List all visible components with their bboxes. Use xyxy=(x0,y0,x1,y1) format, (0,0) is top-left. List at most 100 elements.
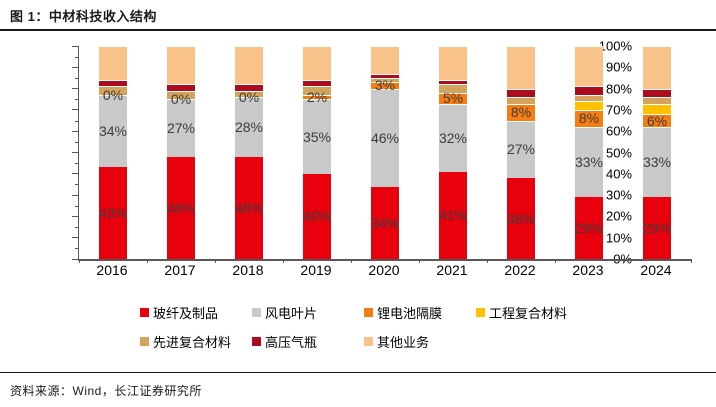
data-label-风电叶片: 32% xyxy=(438,129,468,146)
bar-segment-玻纤及制品 xyxy=(507,178,535,259)
y-axis-minor-tick xyxy=(75,77,78,79)
y-axis-label: 30% xyxy=(605,187,632,203)
bar-2018: 48% 28% 0% xyxy=(215,46,283,259)
data-label-风电叶片: 28% xyxy=(234,118,264,135)
bar-2016: 43% 34% 0% xyxy=(79,46,147,259)
data-label-锂电池隔膜: 0% xyxy=(170,91,192,108)
legend: 玻纤及制品 风电叶片 锂电池隔膜 工程复合材料先进复合材料 高压气瓶 其他业务 xyxy=(140,303,588,351)
legend-swatch-icon xyxy=(476,308,485,317)
x-axis-tick xyxy=(79,259,80,263)
x-axis-tick xyxy=(691,259,692,263)
y-axis-tick xyxy=(72,215,78,217)
bar-segment-玻纤及制品 xyxy=(235,156,263,259)
data-label-锂电池隔膜: 5% xyxy=(442,90,464,107)
bar-segment-其他业务 xyxy=(507,46,535,89)
data-label-玻纤及制品: 48% xyxy=(234,199,264,216)
y-axis-label: 50% xyxy=(605,145,632,160)
y-axis-tick xyxy=(72,130,78,132)
x-axis-tick xyxy=(215,259,216,263)
data-label-风电叶片: 35% xyxy=(302,128,332,145)
bar-segment-先进复合材料 xyxy=(575,95,603,102)
y-axis-minor-tick xyxy=(75,184,78,186)
data-label-锂电池隔膜: 0% xyxy=(102,87,124,103)
y-axis-minor-tick xyxy=(75,120,78,122)
bar-2020: 34% 46% 3% xyxy=(351,46,419,259)
legend-label: 工程复合材料 xyxy=(489,306,568,321)
x-axis-label-2019: 2019 xyxy=(300,262,332,278)
bar-segment-玻纤及制品 xyxy=(439,171,467,259)
y-axis-label: 20% xyxy=(605,208,632,224)
legend-item-锂电池隔膜: 锂电池隔膜 xyxy=(364,303,476,322)
legend-swatch-icon xyxy=(252,337,261,346)
data-label-玻纤及制品: 34% xyxy=(370,214,400,231)
bar-segment-先进复合材料 xyxy=(507,97,535,104)
x-axis-label-2017: 2017 xyxy=(164,262,196,278)
bar-segment-工程复合材料 xyxy=(643,103,671,115)
data-label-风电叶片: 27% xyxy=(166,120,196,137)
bar-segment-其他业务 xyxy=(643,46,671,89)
bar-2022: 38% 27% 8% xyxy=(487,46,555,259)
x-axis-tick xyxy=(147,259,148,263)
x-axis-tick xyxy=(419,259,420,263)
x-axis-label-2024: 2024 xyxy=(640,262,672,278)
legend-item-玻纤及制品: 玻纤及制品 xyxy=(140,303,252,322)
bar-segment-先进复合材料 xyxy=(235,90,263,98)
bar-segment-风电叶片 xyxy=(235,97,263,157)
data-label-风电叶片: 33% xyxy=(574,154,604,171)
source-divider xyxy=(0,372,716,373)
x-axis-tick xyxy=(283,259,284,263)
bar-segment-其他业务 xyxy=(99,46,127,81)
y-axis-label: 70% xyxy=(605,102,632,118)
legend-label: 先进复合材料 xyxy=(153,335,232,350)
bar-2023: 29% 33% 8% xyxy=(555,46,623,259)
bar-segment-玻纤及制品 xyxy=(167,156,195,259)
bar-segment-高压气瓶 xyxy=(439,80,467,85)
y-axis-minor-tick xyxy=(75,248,78,250)
bar-segment-先进复合材料 xyxy=(99,86,127,95)
data-label-玻纤及制品: 29% xyxy=(574,220,604,237)
x-axis-tick xyxy=(555,259,556,263)
x-axis-label-2016: 2016 xyxy=(96,262,128,278)
x-axis-tick xyxy=(487,259,488,263)
bar-segment-高压气瓶 xyxy=(643,88,671,98)
data-label-锂电池隔膜: 6% xyxy=(646,112,668,129)
legend-item-高压气瓶: 高压气瓶 xyxy=(252,332,364,351)
legend-label: 风电叶片 xyxy=(265,306,318,321)
y-axis-tick xyxy=(72,173,78,175)
bar-segment-其他业务 xyxy=(303,46,331,81)
y-axis-minor-tick xyxy=(75,56,78,58)
bar-segment-工程复合材料 xyxy=(575,101,603,110)
legend-label: 高压气瓶 xyxy=(265,335,318,350)
bar-segment-锂电池隔膜 xyxy=(575,109,603,127)
data-label-风电叶片: 46% xyxy=(370,129,400,146)
y-axis-minor-tick xyxy=(75,99,78,101)
bar-segment-锂电池隔膜 xyxy=(371,82,399,89)
data-label-玻纤及制品: 43% xyxy=(98,205,128,222)
x-axis-tick xyxy=(351,259,352,263)
x-axis-label-2021: 2021 xyxy=(436,262,468,278)
bar-segment-风电叶片 xyxy=(167,99,195,157)
y-axis-tick xyxy=(72,109,78,111)
bar-segment-玻纤及制品 xyxy=(643,197,671,259)
bar-segment-玻纤及制品 xyxy=(303,173,331,259)
plot-area: 43% 34% 0% 48% 27% 0% 48% 28% 0% 40% 35% 2% 34% 46% 3%… xyxy=(72,45,692,263)
y-axis-tick xyxy=(72,66,78,68)
y-axis-tick xyxy=(72,237,78,239)
y-axis-label: 100% xyxy=(598,38,632,54)
data-label-玻纤及制品: 41% xyxy=(438,207,468,224)
y-axis-label: 90% xyxy=(605,59,632,75)
bar-segment-风电叶片 xyxy=(303,99,331,174)
bar-segment-先进复合材料 xyxy=(643,97,671,104)
bar-segment-其他业务 xyxy=(439,46,467,81)
bar-segment-先进复合材料 xyxy=(371,77,399,83)
y-axis-label: 60% xyxy=(605,123,632,139)
bar-segment-其他业务 xyxy=(167,46,195,85)
x-axis-label-2022: 2022 xyxy=(504,262,536,278)
legend-label: 其他业务 xyxy=(377,335,430,350)
bar-segment-其他业务 xyxy=(575,46,603,87)
bar-segment-风电叶片 xyxy=(439,103,467,172)
legend-item-其他业务: 其他业务 xyxy=(364,332,476,351)
bar-segment-锂电池隔膜 xyxy=(507,103,535,121)
bar-segment-玻纤及制品 xyxy=(99,167,127,259)
